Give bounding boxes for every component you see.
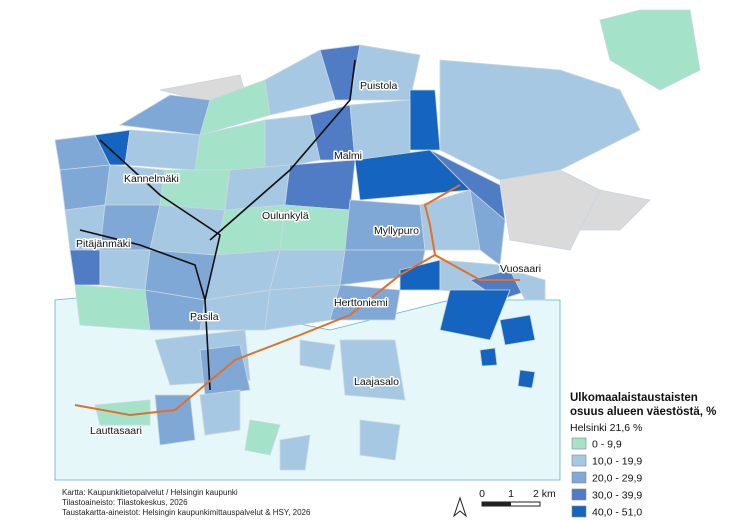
rail-line	[79, 229, 206, 301]
district-label: Kannelmäki	[124, 173, 179, 185]
legend-label: 20,0 - 29,9	[592, 473, 642, 485]
legend-swatch	[571, 437, 587, 450]
district-label: Pitäjänmäki	[76, 238, 130, 250]
legend-label: 30,0 - 39,9	[592, 490, 642, 502]
district-label: Vuosaari	[500, 263, 541, 275]
rail-line	[99, 139, 221, 391]
credits: Kartta: Kaupunkitietopalvelut / Helsingi…	[62, 488, 311, 517]
legend-swatch	[571, 488, 587, 501]
legend-classes: 0 - 9,9 10,0 - 19,9 20,0 - 29,9 30,0 - 39,9…	[571, 437, 642, 519]
legend-label: 10,0 - 19,9	[592, 456, 642, 468]
district-label: Oulunkylä	[262, 210, 309, 222]
district-label: Pasila	[190, 311, 219, 323]
scale-label: 2 km	[533, 488, 556, 500]
districts	[54, 9, 701, 471]
legend: Ulkomaalaistaustaisten osuus alueen väes…	[570, 392, 716, 519]
legend-label: 0 - 9,9	[592, 439, 622, 451]
legend-title: osuus alueen väestöstä, %	[570, 406, 716, 418]
north-arrow	[452, 496, 468, 518]
legend-label: 40,0 - 51,0	[592, 507, 642, 519]
district-label: Laajasalo	[354, 376, 399, 388]
district-label: Lauttasaari	[90, 425, 142, 437]
credit: Kartta: Kaupunkitietopalvelut / Helsingi…	[62, 488, 238, 497]
legend-swatch	[571, 454, 587, 467]
scale-label: 1	[508, 488, 514, 500]
district-labels: Puistola Kannelmäki Malmi Oulunkylä Myll…	[75, 79, 543, 439]
legend-swatch	[571, 471, 587, 484]
district-label: Malmi	[334, 150, 362, 162]
credit: Tilastoaineisto: Tilastokeskus, 2026	[62, 498, 188, 507]
transit-lines	[74, 59, 520, 417]
metro-line	[74, 184, 520, 417]
district-label: Herttoniemi	[334, 297, 388, 309]
rail-line	[209, 59, 356, 241]
district-label: Myllypuro	[374, 225, 419, 237]
credit: Taustakartta-aineistot: Helsingin kaupun…	[62, 508, 311, 517]
scale-label: 0	[479, 488, 485, 500]
legend-title: Ulkomaalaistaustaisten	[570, 392, 698, 404]
legend-swatch	[571, 505, 587, 518]
scale-bar: 0 1 2 km	[479, 488, 556, 507]
legend-reference: Helsinki 21,6 %	[570, 422, 642, 434]
district-label: Puistola	[360, 80, 398, 92]
